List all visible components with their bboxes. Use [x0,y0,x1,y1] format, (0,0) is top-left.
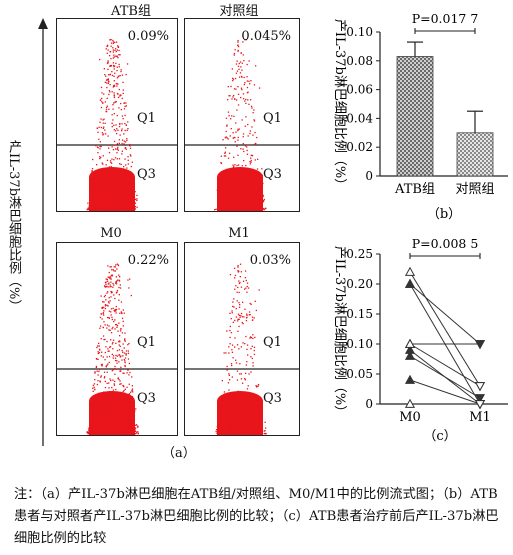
flow-plot-control: 0.045% Q1 Q3 [184,18,300,212]
quadrant-q1: Q1 [137,111,156,126]
y-tick-label: 0.10 [346,25,373,39]
p-value: P=0.008 5 [412,236,479,251]
y-tick-label: 0.08 [346,54,373,68]
y-tick-label: 0.25 [346,247,373,261]
y-tick-label: 0 [365,397,373,411]
data-point-m0 [404,338,416,348]
p-value: P=0.017 7 [412,11,479,26]
y-axis-label: 产IL-37b淋巴细胞比例（%） [332,246,347,418]
line-chart-c: 0 0.05 0.10 0.15 0.20 0.25 M0 M1 P=0.008 5 产IL-37… [332,236,508,444]
x-tick-label: ATB组 [394,182,435,197]
panel-b-label: （b） [427,207,461,222]
data-point-m0 [404,278,416,288]
y-tick-label: 0.05 [346,367,373,381]
flow-title-m1: M1 [228,226,250,241]
data-point-m1 [474,394,486,404]
data-point-m1 [474,400,486,410]
cell-events [86,263,139,435]
panel-a-y-axis-label: 产IL-37b淋巴细胞比例（%） [6,140,21,313]
quadrant-q3: Q3 [263,391,282,406]
y-tick-label: 0.06 [346,83,373,97]
cell-events [86,39,138,211]
quadrant-q1: Q1 [263,111,282,126]
flow-percent: 0.22% [127,253,169,268]
flow-percent: 0.03% [249,253,291,268]
quadrant-q1: Q1 [137,335,156,350]
flow-title-atb: ATB组 [111,4,151,19]
y-axis-arrow [38,18,48,446]
cell-events [215,263,267,435]
y-tick-label: 0.10 [346,337,373,351]
y-tick-label: 0.15 [346,307,373,321]
flow-percent: 0.045% [241,29,291,44]
y-tick-label: 0.20 [346,277,373,291]
data-point-m0 [404,398,416,408]
flow-plot-atb: 0.09% Q1 Q3 [56,18,178,212]
data-point-m0 [404,374,416,384]
quadrant-q3: Q3 [137,391,156,406]
figure-caption: 注：（a）产IL-37b淋巴细胞在ATB组/对照组、M0/M1中的比例流式图；（… [14,487,499,546]
paired-line [409,355,481,399]
data-point-m0 [404,350,416,360]
paired-line [409,379,481,405]
flow-plot-m0: 0.22% Q1 Q3 [56,242,178,436]
paired-line [409,283,481,345]
x-tick-label: M1 [469,410,491,425]
cell-events [214,39,267,211]
quadrant-q3: Q3 [137,167,156,182]
flow-percent: 0.09% [127,29,169,44]
data-point-m1 [474,340,486,350]
data-point-m1 [474,382,486,392]
panel-a-label: （a） [162,446,196,461]
y-tick-label: 0.04 [346,111,373,125]
x-tick-label: 对照组 [455,182,494,197]
flow-title-control: 对照组 [219,4,259,19]
bar-chart-b: 0 0.02 0.04 0.06 0.08 0.10 ATB组 对照组 P=0.017 7 产IL… [332,11,508,222]
cell-blob [89,167,135,187]
data-point-m0 [404,266,416,276]
y-axis-label: 产IL-37b淋巴细胞比例（%） [332,19,347,191]
y-tick-label: 0 [365,169,373,183]
x-tick-label: M0 [399,410,421,425]
bar [396,56,434,177]
cell-blob [217,167,263,187]
paired-line [409,343,481,387]
flow-plot-m1: 0.03% Q1 Q3 [184,242,300,436]
flow-title-m0: M0 [100,226,122,241]
paired-line [409,271,481,387]
panel-c-label: （c） [423,429,456,444]
quadrant-q3: Q3 [263,167,282,182]
y-tick-label: 0.02 [346,140,373,154]
bar [456,132,494,177]
quadrant-q1: Q1 [263,335,282,350]
